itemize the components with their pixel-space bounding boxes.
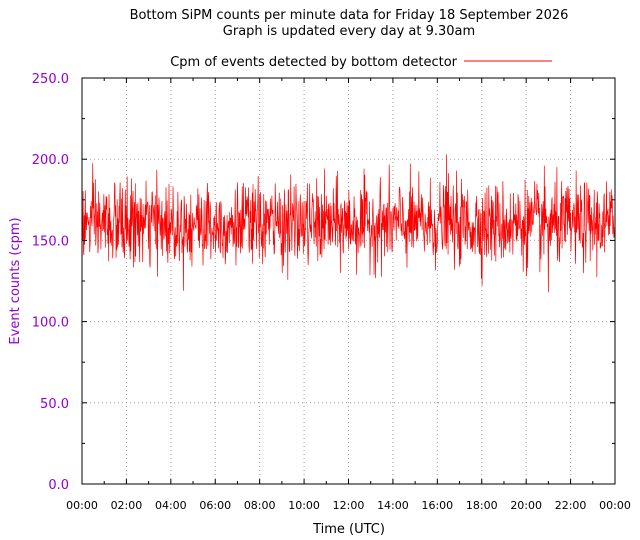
legend: Cpm of events detected by bottom detecto… <box>170 55 552 70</box>
chart-title: Bottom SiPM counts per minute data for F… <box>130 8 569 23</box>
x-tick-label: 00:00 <box>599 499 631 512</box>
y-tick-label: 100.0 <box>32 316 69 331</box>
chart-subtitle: Graph is updated every day at 9.30am <box>223 24 475 39</box>
x-tick-label: 22:00 <box>555 499 587 512</box>
y-tick-label: 150.0 <box>32 234 69 249</box>
x-tick-label: 04:00 <box>155 499 187 512</box>
y-tick-label: 0.0 <box>48 478 69 493</box>
grid <box>82 78 615 484</box>
x-tick-label: 16:00 <box>421 499 453 512</box>
y-tick-label: 250.0 <box>32 72 69 87</box>
series-line <box>81 154 615 293</box>
x-tick-label: 20:00 <box>510 499 542 512</box>
x-tick-label: 00:00 <box>66 499 98 512</box>
y-tick-label: 50.0 <box>40 397 69 412</box>
x-tick-label: 14:00 <box>377 499 409 512</box>
x-axis: 00:00 02:00 04:00 06:00 08:00 10:00 12:00 14:00… <box>66 78 631 512</box>
x-tick-label: 02:00 <box>111 499 143 512</box>
x-tick-label: 06:00 <box>199 499 231 512</box>
y-tick-label: 200.0 <box>32 153 69 168</box>
series-layer <box>81 154 615 293</box>
y-axis: 0.0 50.0 100.0 150.0 200.0 250.0 <box>32 72 615 493</box>
legend-label: Cpm of events detected by bottom detecto… <box>170 55 457 70</box>
x-axis-label: Time (UTC) <box>312 522 385 537</box>
x-tick-label: 08:00 <box>244 499 276 512</box>
y-axis-label: Event counts (cpm) <box>8 217 23 344</box>
x-tick-label: 12:00 <box>333 499 365 512</box>
x-tick-label: 18:00 <box>466 499 498 512</box>
x-tick-label: 10:00 <box>288 499 320 512</box>
